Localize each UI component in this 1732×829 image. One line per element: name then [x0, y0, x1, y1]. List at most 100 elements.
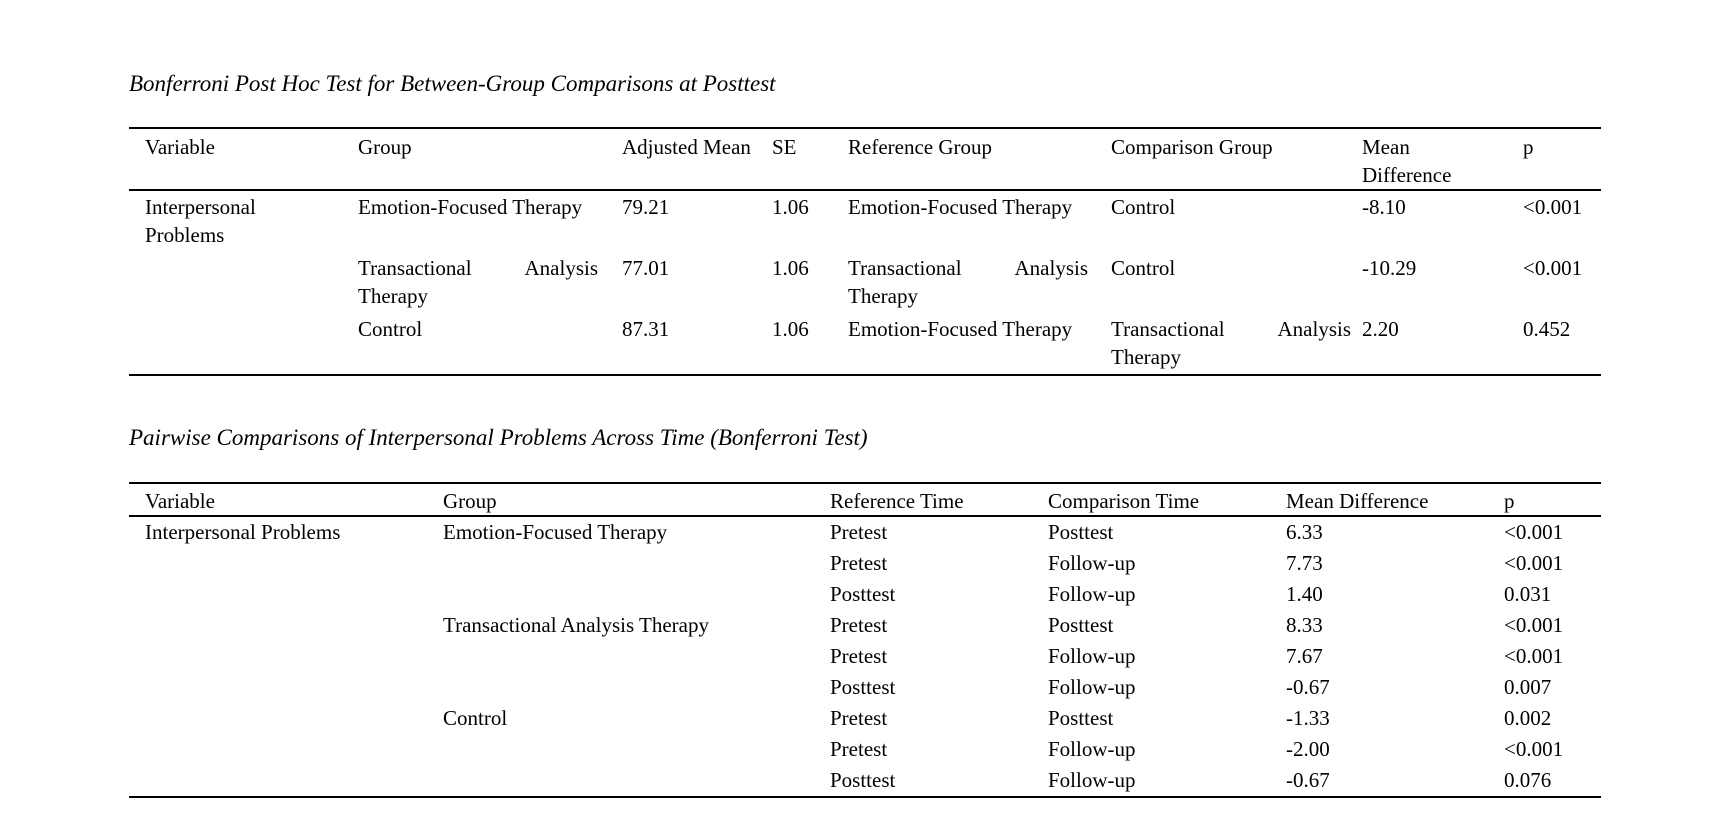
header-row: Variable Group Reference Time Comparison…: [129, 483, 1601, 517]
table-cell: Posttest: [830, 675, 896, 699]
table-row: Transactional Analysis Therapy 77.01 1.0…: [129, 252, 1601, 313]
table-cell: [129, 313, 358, 375]
table-cell: [129, 672, 443, 703]
table-cell: Pretest: [830, 551, 888, 575]
table-cell: 77.01: [622, 256, 670, 280]
table-cell: Emotion-Focused Therapy: [358, 195, 583, 219]
table-cell: Emotion-Focused Therapy: [848, 317, 1073, 341]
table-cell: 0.007: [1504, 675, 1552, 699]
column-header-mean-difference: Mean Difference: [1362, 128, 1523, 191]
table-cell: -0.67: [1286, 675, 1330, 699]
table-cell: <0.001: [1504, 551, 1564, 575]
table-cell: Emotion-Focused Therapy: [848, 195, 1073, 219]
column-header-reference-time: Reference Time: [830, 483, 1048, 517]
table-cell: Pretest: [830, 737, 888, 761]
table-cell: Transactional Analysis Therapy: [1111, 317, 1351, 369]
table-cell: 1.40: [1286, 582, 1323, 606]
table-cell: Transactional Analysis Therapy: [358, 256, 598, 308]
table-cell: -1.33: [1286, 706, 1330, 730]
table-cell: Pretest: [830, 613, 888, 637]
table-cell: 0.031: [1504, 582, 1552, 606]
table-cell: <0.001: [1523, 256, 1583, 280]
table-cell: 8.33: [1286, 613, 1323, 637]
table-row: Pretest Follow-up 7.67 <0.001: [129, 641, 1601, 672]
table-cell: Follow-up: [1048, 644, 1136, 668]
column-header-p: p: [1523, 128, 1601, 191]
table-cell: Posttest: [830, 768, 896, 792]
table-cell: [443, 548, 830, 579]
table-cell: Interpersonal Problems: [145, 195, 256, 247]
table-cell: 1.06: [772, 256, 809, 280]
table-cell: [129, 765, 443, 797]
table-row: Posttest Follow-up -0.67 0.007: [129, 672, 1601, 703]
table-cell: [129, 641, 443, 672]
column-header-p: p: [1504, 483, 1601, 517]
table-cell: Transactional Analysis Therapy: [848, 256, 1088, 308]
table-cell: Follow-up: [1048, 675, 1136, 699]
table-row: Posttest Follow-up 1.40 0.031: [129, 579, 1601, 610]
table-row: Posttest Follow-up -0.67 0.076: [129, 765, 1601, 797]
table-cell: Emotion-Focused Therapy: [443, 520, 668, 544]
table-row: Pretest Follow-up 7.73 <0.001: [129, 548, 1601, 579]
table-row: Control 87.31 1.06 Emotion-Focused Thera…: [129, 313, 1601, 375]
table-cell: [443, 579, 830, 610]
table-cell: 2.20: [1362, 317, 1399, 341]
table-cell: Pretest: [830, 520, 888, 544]
table-row: Interpersonal Problems Emotion-Focused T…: [129, 190, 1601, 252]
posthoc-between-group-table: Variable Group Adjusted Mean SE Referenc…: [129, 127, 1601, 376]
table-cell: 1.06: [772, 195, 809, 219]
table-cell: Posttest: [830, 582, 896, 606]
table-cell: 79.21: [622, 195, 670, 219]
column-header-se: SE: [772, 128, 848, 191]
table-cell: Interpersonal Problems: [145, 520, 341, 544]
table-cell: 1.06: [772, 317, 809, 341]
table-cell: [129, 579, 443, 610]
table-cell: <0.001: [1504, 737, 1564, 761]
table-cell: -8.10: [1362, 195, 1406, 219]
table-cell: Posttest: [1048, 613, 1114, 637]
table-cell: Pretest: [830, 644, 888, 668]
table-row: Control Pretest Posttest -1.33 0.002: [129, 703, 1601, 734]
table-cell: 0.002: [1504, 706, 1552, 730]
table2-caption: Pairwise Comparisons of Interpersonal Pr…: [129, 425, 868, 450]
table-cell: Control: [358, 317, 423, 341]
table-row: Transactional Analysis Therapy Pretest P…: [129, 610, 1601, 641]
column-header-comparison-time: Comparison Time: [1048, 483, 1286, 517]
column-header-variable: Variable: [129, 128, 358, 191]
table-cell: Follow-up: [1048, 737, 1136, 761]
table-cell: [129, 548, 443, 579]
table-cell: <0.001: [1504, 520, 1564, 544]
column-header-adjusted-mean: Adjusted Mean: [622, 128, 772, 191]
table1-caption: Bonferroni Post Hoc Test for Between-Gro…: [129, 71, 776, 96]
table-cell: [443, 765, 830, 797]
table-cell: [443, 734, 830, 765]
table-cell: 87.31: [622, 317, 670, 341]
table-cell: Control: [1111, 195, 1176, 219]
table-cell: [443, 641, 830, 672]
pairwise-comparisons-table: Variable Group Reference Time Comparison…: [129, 482, 1601, 798]
table-row: Pretest Follow-up -2.00 <0.001: [129, 734, 1601, 765]
table-cell: Posttest: [1048, 520, 1114, 544]
column-header-mean-difference: Mean Difference: [1286, 483, 1504, 517]
table-cell: <0.001: [1504, 644, 1564, 668]
table-cell: [129, 610, 443, 641]
table-cell: [129, 252, 358, 313]
table-cell: 7.67: [1286, 644, 1323, 668]
column-header-group: Group: [358, 128, 622, 191]
table-cell: [129, 703, 443, 734]
column-header-variable: Variable: [129, 483, 443, 517]
table-cell: Follow-up: [1048, 768, 1136, 792]
table-cell: -10.29: [1362, 256, 1417, 280]
table-cell: -2.00: [1286, 737, 1330, 761]
column-header-reference-group: Reference Group: [848, 128, 1111, 191]
table-cell: 6.33: [1286, 520, 1323, 544]
column-header-group: Group: [443, 483, 830, 517]
table-cell: Pretest: [830, 706, 888, 730]
column-header-comparison-group: Comparison Group: [1111, 128, 1362, 191]
table-cell: 0.076: [1504, 768, 1552, 792]
table-row: Interpersonal Problems Emotion-Focused T…: [129, 516, 1601, 548]
table-cell: Follow-up: [1048, 551, 1136, 575]
table-cell: <0.001: [1523, 195, 1583, 219]
table-cell: Control: [443, 706, 508, 730]
